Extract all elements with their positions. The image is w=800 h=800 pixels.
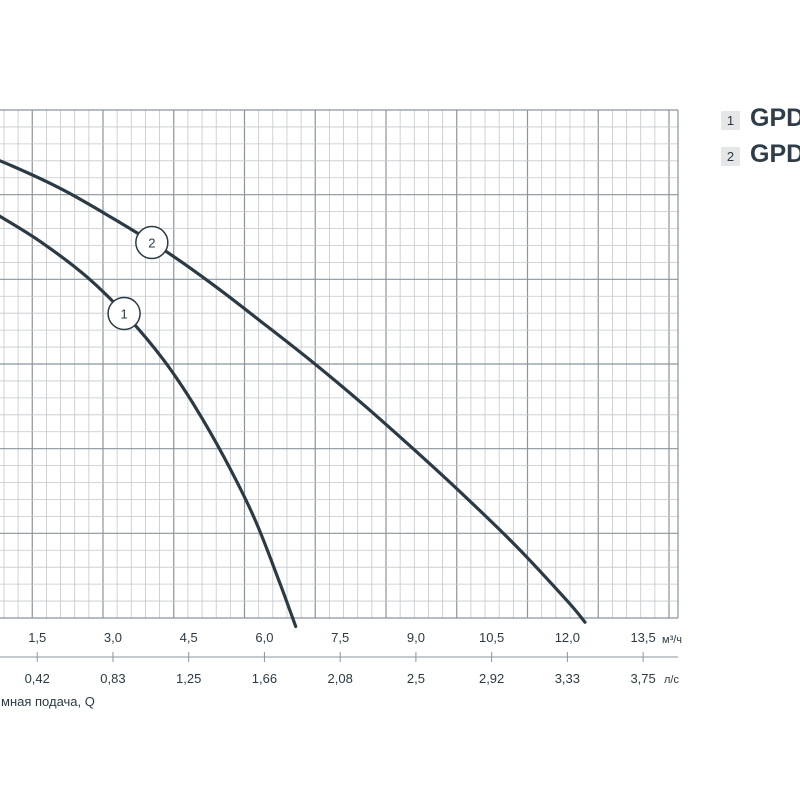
- series-label-1: 1: [120, 306, 127, 321]
- x-tick-label-secondary: 1,25: [176, 671, 201, 686]
- x-unit-primary: м³/ч: [662, 634, 682, 646]
- x-tick-label-secondary: 2,5: [407, 671, 425, 686]
- legend-label-1: GPD: [750, 104, 800, 132]
- x-tick-label: 10,5: [479, 630, 504, 645]
- x-tick-label-secondary: 0,42: [25, 671, 50, 686]
- series-label-2: 2: [148, 235, 155, 250]
- series-line-2: [0, 159, 587, 624]
- chart-series-group: 12: [0, 159, 587, 629]
- x-tick-label-secondary: 1,66: [252, 671, 277, 686]
- legend-key-1: 1: [721, 111, 740, 130]
- x-tick-label: 6,0: [255, 630, 273, 645]
- series-line-1: [0, 214, 298, 629]
- x-tick-label: 13,5: [630, 630, 655, 645]
- x-tick-label: 4,5: [180, 630, 198, 645]
- series-marker-1: [107, 296, 141, 331]
- chart-grid: [0, 109, 679, 619]
- legend-key-2: 2: [721, 147, 740, 166]
- x-tick-label-secondary: 2,92: [479, 671, 504, 686]
- x-tick-label-secondary: 3,75: [630, 671, 655, 686]
- x-unit-secondary: л/с: [664, 674, 679, 686]
- x-tick-label: 12,0: [555, 630, 580, 645]
- x-tick-label-secondary: 0,83: [100, 671, 125, 686]
- x-tick-label-secondary: 3,33: [555, 671, 580, 686]
- x-tick-label-secondary: 2,08: [328, 671, 353, 686]
- x-tick-label: 9,0: [407, 630, 425, 645]
- x-axis-secondary-ticks: 0,42 0,83 1,25 1,66 2,08 2,5 2,92 3,33 3,75: [0, 656, 678, 686]
- x-tick-label: 3,0: [104, 630, 122, 645]
- series-marker-2: [135, 225, 169, 260]
- x-tick-label: 7,5: [331, 630, 349, 645]
- x-tick-label: 1,5: [28, 630, 46, 645]
- x-axis-label: мная подача, Q: [1, 694, 95, 709]
- legend-label-2: GPD: [750, 140, 800, 168]
- x-axis-primary-ticks: 1,5 3,0 4,5 6,0 7,5 9,0 10,5 12,0 13,5: [28, 630, 656, 662]
